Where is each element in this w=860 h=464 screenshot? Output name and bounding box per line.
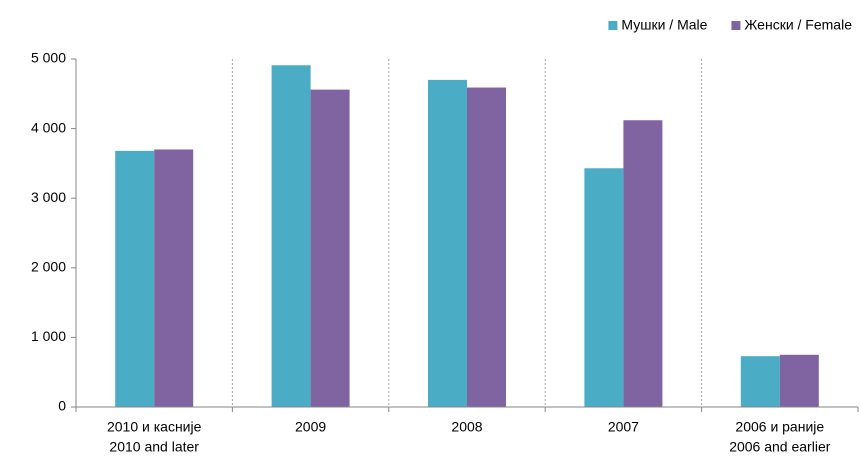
bar — [115, 150, 155, 407]
bar — [779, 354, 819, 407]
legend-label: Мушки / Male — [621, 17, 707, 33]
bar — [271, 65, 311, 407]
x-tick-label: 2009 — [295, 419, 326, 435]
bar — [467, 87, 506, 407]
y-tick-label: 1 000 — [31, 328, 66, 344]
y-tick-label: 5 000 — [31, 50, 66, 66]
x-tick-label: 2010 и касније — [107, 419, 202, 435]
bar — [584, 168, 624, 407]
x-tick-label: 2010 and later — [109, 439, 199, 455]
bar — [428, 79, 467, 407]
y-tick-label: 0 — [58, 398, 66, 414]
x-tick-label: 2007 — [608, 419, 639, 435]
legend-swatch — [608, 21, 618, 30]
y-tick-label: 4 000 — [31, 119, 66, 135]
y-tick-label: 2 000 — [31, 259, 66, 275]
bar — [740, 356, 780, 407]
bar — [154, 149, 194, 408]
legend-item: Женски / Female — [731, 17, 852, 33]
legend-swatch — [731, 21, 741, 30]
x-tick-label: 2006 и раније — [735, 419, 824, 435]
bar — [310, 89, 350, 408]
legend-label: Женски / Female — [744, 17, 852, 33]
legend-item: Мушки / Male — [608, 17, 708, 33]
x-tick-label: 2006 and earlier — [729, 439, 831, 455]
x-tick-label: 2008 — [451, 419, 482, 435]
y-tick-label: 3 000 — [31, 189, 66, 205]
bar — [623, 120, 663, 408]
